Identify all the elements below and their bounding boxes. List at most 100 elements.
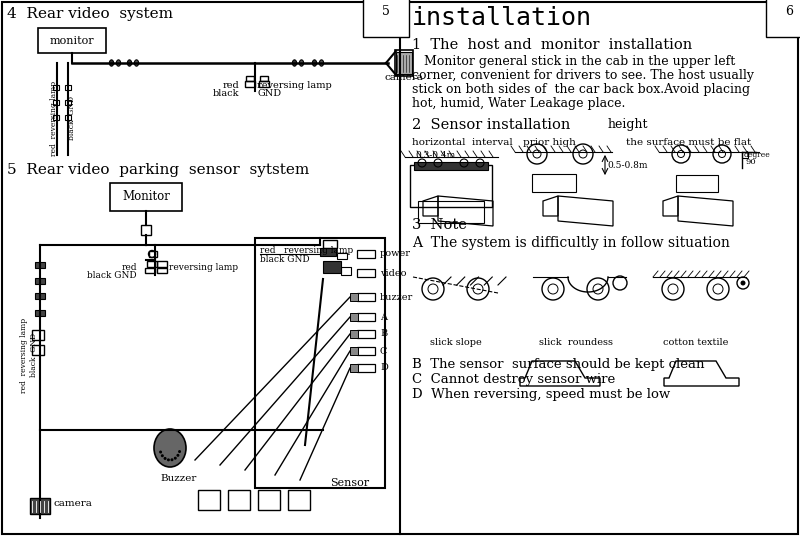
Bar (260, 76, 268, 81)
Circle shape (167, 458, 170, 461)
Bar (259, 81, 269, 87)
Text: Sensor: Sensor (330, 478, 369, 488)
Text: cotton textile: cotton textile (663, 338, 729, 347)
Text: height: height (608, 118, 649, 131)
Bar (32, 330, 44, 340)
Bar (337, 253, 347, 259)
Bar (53, 115, 59, 120)
Bar (288, 490, 310, 510)
Text: slick slope: slick slope (430, 338, 482, 347)
Text: C: C (380, 346, 387, 355)
Text: A  The system is difficultly in follow situation: A The system is difficultly in follow si… (412, 236, 730, 250)
Bar (53, 85, 59, 90)
Bar (30, 498, 50, 514)
Bar (38, 28, 106, 53)
Bar (258, 490, 280, 510)
Circle shape (178, 450, 181, 453)
Bar (350, 330, 358, 338)
Bar (396, 52, 412, 74)
Bar (410, 165, 492, 207)
Bar (198, 490, 220, 510)
Bar (676, 175, 718, 192)
Text: 5  Rear video  parking  sensor  sytstem: 5 Rear video parking sensor sytstem (7, 163, 310, 177)
Bar (357, 293, 375, 301)
Ellipse shape (293, 60, 297, 66)
Bar (418, 201, 484, 223)
Text: C  Cannot destroy sensor wire: C Cannot destroy sensor wire (412, 373, 615, 386)
Text: black GND: black GND (260, 255, 310, 264)
Ellipse shape (299, 60, 304, 66)
Text: power: power (380, 249, 411, 258)
Ellipse shape (154, 429, 186, 467)
Ellipse shape (134, 60, 138, 66)
Bar (532, 174, 576, 192)
Bar (65, 100, 71, 105)
Text: red  reversing lamp: red reversing lamp (50, 80, 58, 155)
Ellipse shape (110, 60, 114, 66)
Circle shape (170, 458, 174, 461)
Text: 2  Sensor installation: 2 Sensor installation (412, 118, 570, 132)
Ellipse shape (312, 60, 317, 66)
Circle shape (174, 457, 177, 460)
Text: corner, convenient for drivers to see. The host usually: corner, convenient for drivers to see. T… (412, 69, 754, 82)
Bar (350, 364, 358, 372)
Ellipse shape (127, 60, 131, 66)
Text: stick on both sides of  the car back box.Avoid placing: stick on both sides of the car back box.… (412, 83, 750, 96)
Text: 6: 6 (785, 5, 793, 18)
Bar (246, 76, 254, 81)
Text: black: black (213, 88, 239, 98)
Text: black  GND: black GND (68, 96, 76, 140)
Bar (357, 250, 375, 258)
Bar (35, 262, 45, 268)
Text: red: red (122, 264, 137, 272)
Bar (35, 310, 45, 316)
Bar (357, 269, 375, 277)
Bar (357, 364, 375, 372)
Bar (350, 347, 358, 355)
Circle shape (741, 280, 746, 286)
Circle shape (177, 454, 179, 457)
Text: video: video (380, 269, 406, 278)
Bar (53, 100, 59, 105)
Text: black GND: black GND (87, 272, 137, 280)
Text: 5: 5 (382, 5, 390, 18)
Bar (141, 225, 151, 235)
Text: camera: camera (385, 73, 423, 82)
Bar (414, 162, 488, 170)
Bar (255, 238, 385, 488)
Bar (157, 268, 167, 273)
Bar (395, 50, 413, 76)
Text: Monitor: Monitor (122, 190, 170, 204)
Text: Monitor general stick in the cab in the upper left: Monitor general stick in the cab in the … (412, 55, 735, 68)
Bar (323, 261, 341, 273)
Text: A: A (380, 312, 387, 322)
Text: 3  Note: 3 Note (412, 218, 467, 232)
Text: B: B (380, 330, 387, 339)
Text: the surface must be flat: the surface must be flat (626, 138, 751, 147)
Text: D  When reversing, speed must be low: D When reversing, speed must be low (412, 388, 670, 401)
Ellipse shape (117, 60, 121, 66)
Text: 0.5-0.8m: 0.5-0.8m (607, 160, 647, 169)
Bar (742, 152, 748, 158)
Bar (228, 490, 250, 510)
Bar (35, 278, 45, 284)
Bar (32, 345, 44, 355)
Ellipse shape (319, 60, 323, 66)
Circle shape (161, 454, 164, 457)
Bar (341, 267, 351, 275)
Bar (357, 330, 375, 338)
Bar (157, 261, 167, 267)
Bar (35, 293, 45, 299)
Text: horizontal  interval: horizontal interval (412, 138, 513, 147)
Bar (147, 261, 157, 267)
Text: 0.3-0.4m: 0.3-0.4m (415, 151, 455, 160)
Text: reversing lamp: reversing lamp (257, 80, 332, 90)
Bar (357, 347, 375, 355)
Bar (145, 268, 155, 273)
Bar (357, 313, 375, 321)
Text: hot, humid, Water Leakage place.: hot, humid, Water Leakage place. (412, 97, 626, 110)
Text: installation: installation (412, 6, 592, 30)
Bar (245, 81, 255, 87)
Text: Buzzer: Buzzer (160, 474, 196, 483)
Text: camera: camera (54, 498, 93, 508)
